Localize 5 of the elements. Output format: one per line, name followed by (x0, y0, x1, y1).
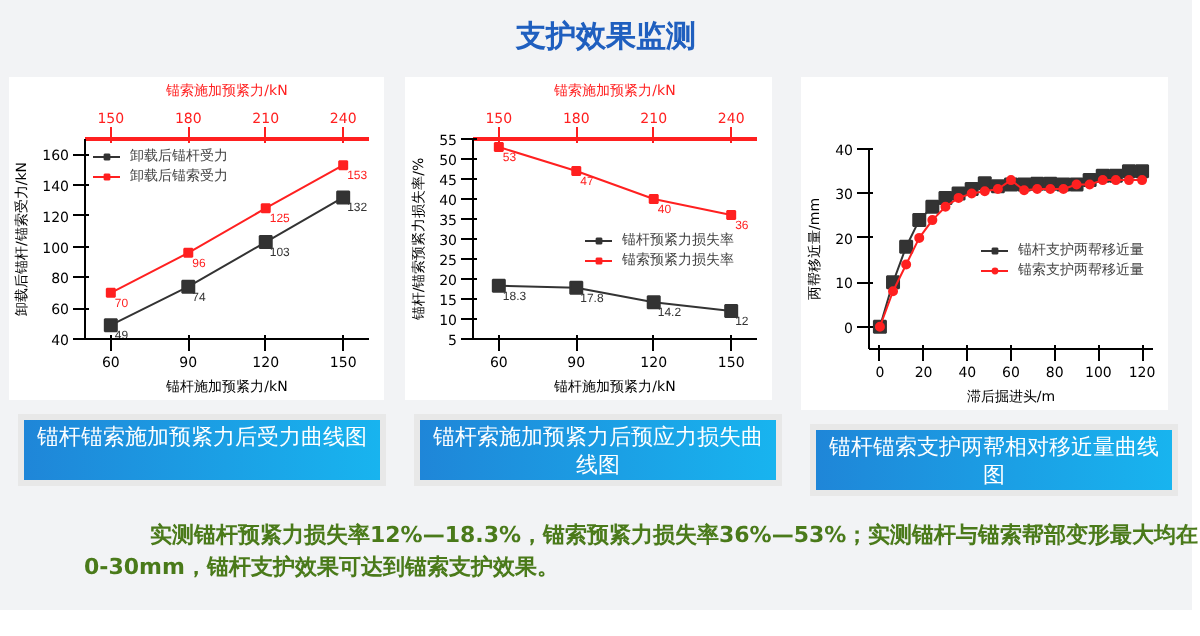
text: 实测锚杆预紧力损失率12%—18.3%，锚索预紧力损失率36%—53%；实测锚杆与锚索帮部变形最大均在0-30mm，锚杆支护效果可达到锚索支护效果。 (84, 520, 1200, 584)
text: 支护效果监测 (516, 16, 696, 58)
text: 锚杆锚索施加预紧力后受力曲线图 (37, 424, 367, 452)
text: 锚杆锚索支护两帮相对移近量曲线图 (827, 434, 1161, 490)
text: 锚杆索施加预紧力后预应力损失曲线图 (431, 424, 765, 480)
